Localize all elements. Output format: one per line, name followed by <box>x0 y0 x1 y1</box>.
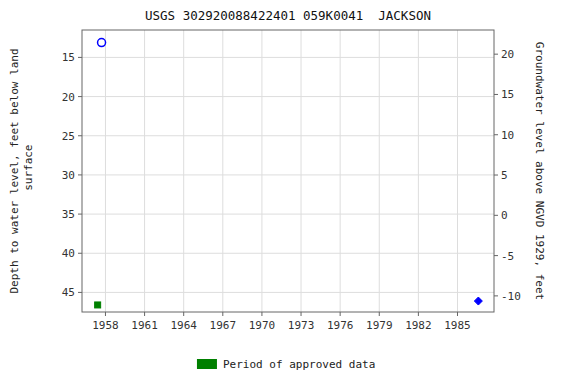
x-tick-label: 1982 <box>405 319 432 332</box>
grid-line-x <box>457 30 458 312</box>
x-tick <box>457 312 458 316</box>
chart: 1958 1961 1964 1967 1970 1973 1976 1979 1982 1985… <box>0 0 576 384</box>
y-tick-label: 20 <box>62 91 75 104</box>
x-tick-label: 1976 <box>327 319 354 332</box>
background <box>0 0 576 384</box>
x-tick-label: 1973 <box>288 319 315 332</box>
grid-line-y <box>82 57 494 58</box>
y2-axis: -10 -5 0 5 10 15 20 <box>494 48 521 303</box>
y-tick <box>78 96 82 97</box>
x-tick-label: 1985 <box>444 319 471 332</box>
series <box>474 297 482 305</box>
grid-line-x <box>183 30 184 312</box>
y2-tick <box>494 215 498 216</box>
y2-tick-label: 20 <box>501 48 514 61</box>
y2-tick-label: 10 <box>501 129 514 142</box>
grid-line-y <box>82 292 494 293</box>
y-axis-label-line: surface <box>22 145 35 198</box>
y2-tick-label: 15 <box>501 88 514 101</box>
grid-line-x <box>105 30 106 312</box>
y2-tick-label: -5 <box>501 250 514 263</box>
y-tick-label: 30 <box>62 169 75 182</box>
data <box>95 39 483 308</box>
x-tick <box>222 312 223 316</box>
y-axis-label: Depth to water level, feet below land su… <box>8 48 35 293</box>
y2-tick <box>494 295 498 296</box>
point-circle <box>98 39 106 47</box>
x-tick-label: 1958 <box>92 319 119 332</box>
y2-tick <box>494 54 498 55</box>
y2-tick <box>494 94 498 95</box>
x-tick <box>144 312 145 316</box>
y-tick-label: 35 <box>62 208 75 221</box>
grid-line-x <box>261 30 262 312</box>
grid-line-x <box>222 30 223 312</box>
y2-axis-label: Groundwater level above NGVD 1929, feet <box>533 42 546 300</box>
grid-line-y <box>82 253 494 254</box>
grid-line-y <box>82 214 494 215</box>
y-axis-label-line: Depth to water level, feet below land <box>8 48 21 293</box>
y2-tick-label: 5 <box>501 169 508 182</box>
y-tick-label: 25 <box>62 130 75 143</box>
y-tick <box>78 174 82 175</box>
plot-frame <box>82 30 494 312</box>
y2-tick <box>494 175 498 176</box>
point-diamond <box>474 297 482 305</box>
x-tick <box>379 312 380 316</box>
grid-line-x <box>340 30 341 312</box>
x-tick <box>301 312 302 316</box>
y-tick-label: 15 <box>62 51 75 64</box>
y-tick <box>78 214 82 215</box>
legend-label: Period of approved data <box>223 358 375 371</box>
y2-tick <box>494 134 498 135</box>
y-tick <box>78 292 82 293</box>
point-square <box>95 302 101 308</box>
x-tick <box>418 312 419 316</box>
x-tick <box>340 312 341 316</box>
y2-tick-label: 0 <box>501 209 508 222</box>
y-tick <box>78 253 82 254</box>
series <box>95 302 101 308</box>
y-tick-label: 40 <box>62 247 75 260</box>
y2-tick <box>494 255 498 256</box>
x-axis: 1958 1961 1964 1967 1970 1973 1976 1979 1982 1985 <box>92 312 471 332</box>
grid-line-y <box>82 135 494 136</box>
grid-line-x <box>301 30 302 312</box>
grid-line-y <box>82 96 494 97</box>
x-tick-label: 1964 <box>170 319 197 332</box>
x-tick <box>105 312 106 316</box>
legend: Period of approved data <box>197 358 375 371</box>
grid <box>82 30 494 312</box>
title: USGS 302920088422401 059K0041 JACKSON <box>145 8 431 23</box>
x-tick <box>261 312 262 316</box>
grid-line-x <box>418 30 419 312</box>
series <box>98 39 106 47</box>
legend-swatch <box>197 359 217 369</box>
y-tick-label: 45 <box>62 286 75 299</box>
x-tick-label: 1961 <box>131 319 158 332</box>
grid-line-y <box>82 174 494 175</box>
y-tick <box>78 135 82 136</box>
grid-line-x <box>379 30 380 312</box>
x-tick <box>183 312 184 316</box>
y2-tick-label: -10 <box>501 290 521 303</box>
grid-line-x <box>144 30 145 312</box>
x-tick-label: 1979 <box>366 319 393 332</box>
x-tick-label: 1967 <box>210 319 237 332</box>
y-axis: 15 20 25 30 35 40 45 <box>62 51 82 299</box>
y-tick <box>78 57 82 58</box>
x-tick-label: 1970 <box>249 319 276 332</box>
